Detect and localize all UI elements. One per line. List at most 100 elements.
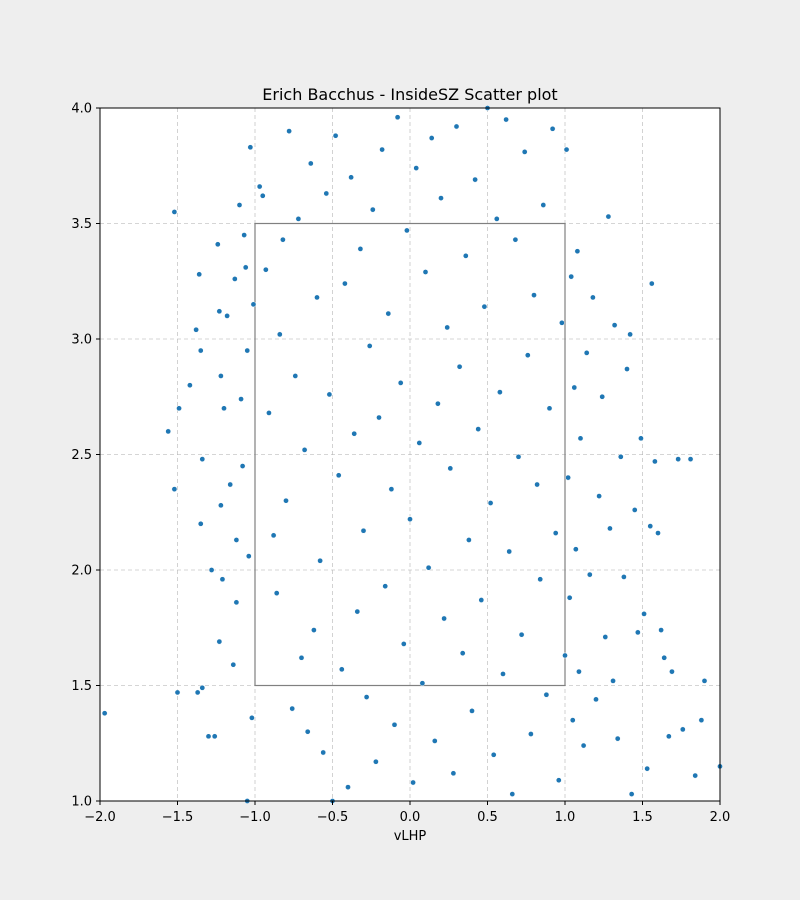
- data-point: [624, 366, 630, 372]
- data-point: [270, 532, 277, 539]
- data-point: [171, 486, 178, 492]
- data-point: [590, 294, 596, 301]
- data-point: [661, 654, 668, 661]
- data-point: [487, 500, 494, 506]
- data-point: [314, 294, 320, 301]
- data-point: [385, 310, 392, 317]
- data-point: [428, 135, 435, 141]
- data-point: [478, 597, 485, 603]
- data-point: [295, 216, 302, 222]
- x-axis-label: vLHP: [394, 829, 427, 844]
- data-point: [493, 216, 500, 222]
- data-point: [242, 264, 249, 271]
- y-tick-label: 4.0: [71, 102, 92, 117]
- data-points: [101, 105, 723, 804]
- data-point: [369, 206, 376, 213]
- data-point: [239, 463, 246, 469]
- data-point: [537, 576, 544, 583]
- data-point: [283, 497, 289, 504]
- data-point: [259, 192, 266, 199]
- data-point: [679, 726, 686, 733]
- data-point: [194, 689, 201, 696]
- data-point: [342, 280, 348, 287]
- data-point: [218, 502, 224, 509]
- data-point: [216, 308, 223, 315]
- data-point: [641, 611, 647, 617]
- data-point: [216, 638, 223, 645]
- x-tick-label: −0.5: [317, 810, 349, 825]
- data-point: [497, 389, 503, 395]
- data-point: [568, 273, 575, 280]
- data-point: [376, 414, 382, 421]
- x-tick-label: −1.5: [162, 810, 194, 825]
- data-point: [256, 183, 263, 190]
- data-point: [599, 393, 606, 400]
- data-point: [576, 668, 582, 675]
- data-point: [379, 146, 385, 153]
- data-point: [419, 680, 426, 687]
- data-point: [540, 202, 547, 208]
- x-tick-label: 2.0: [710, 810, 731, 825]
- data-point: [193, 326, 199, 333]
- data-point: [338, 666, 345, 673]
- data-point: [431, 738, 438, 744]
- data-point: [617, 453, 624, 460]
- y-tick-label: 3.0: [71, 333, 92, 348]
- data-point: [459, 650, 466, 657]
- data-point: [555, 777, 562, 784]
- data-point: [221, 405, 227, 412]
- data-point: [323, 190, 330, 197]
- data-point: [273, 590, 280, 596]
- data-point: [580, 742, 587, 749]
- data-point: [335, 472, 342, 479]
- data-point: [652, 458, 658, 465]
- x-tick-label: 1.0: [555, 810, 576, 825]
- data-point: [382, 583, 389, 590]
- data-point: [627, 331, 633, 338]
- data-point: [586, 571, 593, 578]
- x-tick-label: 1.5: [632, 810, 653, 825]
- data-point: [311, 627, 317, 633]
- data-point: [245, 553, 252, 559]
- data-point: [101, 710, 108, 717]
- data-point: [490, 751, 497, 758]
- data-point: [224, 313, 230, 319]
- strike-zone: [254, 222, 566, 687]
- data-point: [469, 708, 475, 714]
- data-point: [462, 252, 469, 259]
- data-point: [348, 174, 354, 181]
- data-point: [171, 209, 178, 215]
- data-point: [197, 347, 204, 354]
- data-point: [286, 128, 292, 134]
- x-tick-label: −1.0: [239, 810, 271, 825]
- data-point: [453, 123, 460, 130]
- data-point: [292, 373, 299, 379]
- data-point: [701, 678, 708, 684]
- data-point: [524, 352, 531, 359]
- data-point: [518, 631, 525, 638]
- data-point: [552, 530, 559, 536]
- data-point: [425, 564, 432, 571]
- data-point: [534, 481, 540, 488]
- data-point: [675, 456, 682, 462]
- data-point: [410, 779, 416, 786]
- x-tick-label: −2.0: [84, 810, 116, 825]
- data-point: [391, 721, 398, 728]
- data-point: [456, 363, 463, 370]
- data-point: [301, 447, 308, 453]
- data-point: [317, 557, 323, 564]
- data-point: [666, 733, 672, 740]
- data-point: [197, 520, 204, 527]
- data-point: [241, 232, 247, 238]
- data-point: [466, 537, 472, 543]
- data-point: [596, 493, 602, 499]
- data-point: [614, 735, 621, 742]
- data-point: [233, 537, 240, 543]
- data-point: [644, 765, 651, 772]
- data-point: [280, 236, 286, 243]
- data-point: [563, 146, 570, 153]
- data-point: [250, 301, 257, 308]
- data-point: [394, 114, 401, 121]
- data-point: [610, 678, 616, 684]
- data-point: [658, 627, 664, 633]
